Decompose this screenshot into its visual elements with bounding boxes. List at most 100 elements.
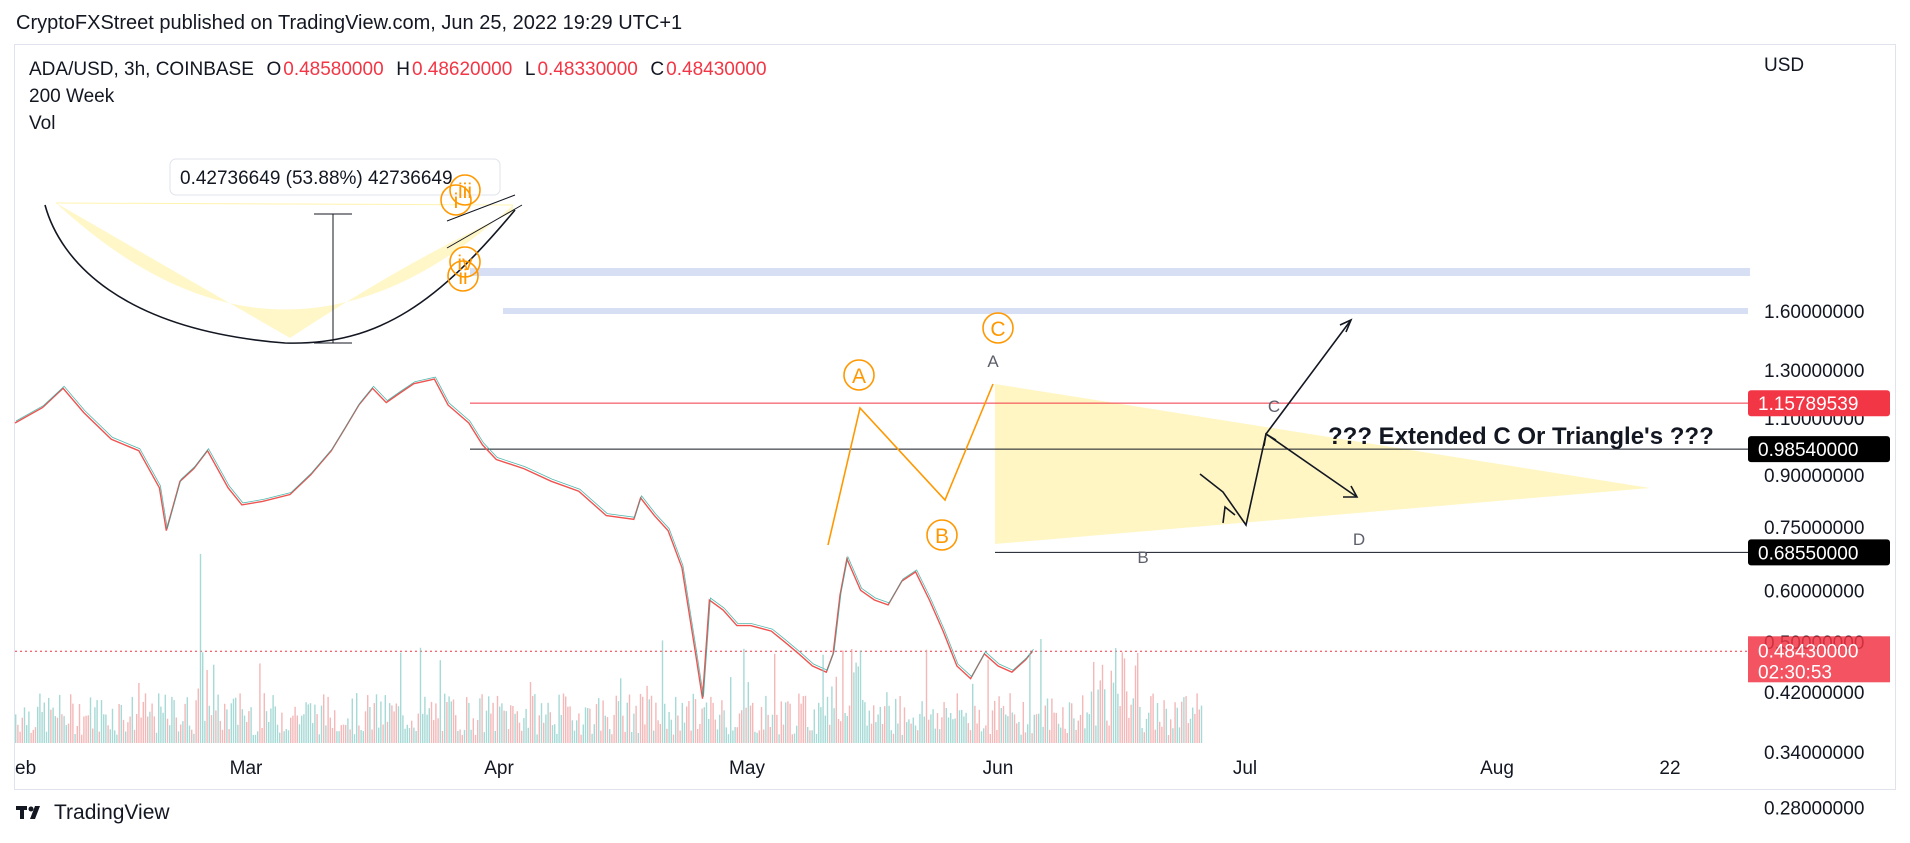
volume-bar xyxy=(424,696,426,743)
volume-bar xyxy=(1011,712,1013,743)
volume-bar xyxy=(281,712,283,743)
volume-bar xyxy=(375,694,378,743)
volume-bar xyxy=(943,702,945,743)
volume-bar xyxy=(1200,705,1203,743)
volume-bar xyxy=(624,731,626,743)
volume-bar xyxy=(910,723,912,743)
volume-bar xyxy=(1154,729,1156,743)
volume-bar xyxy=(875,722,877,743)
legend-indicator-ma[interactable]: 200 Week xyxy=(29,86,115,107)
volume-bar xyxy=(1082,695,1084,743)
wave-label-circle xyxy=(843,359,875,391)
volume-bar xyxy=(422,713,424,743)
volume-bar xyxy=(923,716,925,743)
volume-bar xyxy=(928,719,930,743)
volume-bar xyxy=(468,702,470,743)
volume-bar xyxy=(1137,652,1139,743)
volume-bar xyxy=(551,725,554,743)
volume-bar xyxy=(769,727,771,743)
wave-label: ii xyxy=(458,266,467,289)
volume-bar xyxy=(470,729,472,743)
volume-bar xyxy=(675,696,677,743)
volume-bar xyxy=(727,734,730,743)
volume-bar xyxy=(1145,718,1148,743)
volume-bar xyxy=(76,726,78,743)
volume-bar xyxy=(820,707,822,743)
y-tick-label: 1.60000000 xyxy=(1764,302,1864,323)
volume-bar xyxy=(340,725,342,743)
volume-bar xyxy=(457,731,459,743)
volume-bar xyxy=(1033,714,1035,743)
volume-bar xyxy=(921,701,923,743)
legend-indicator-vol[interactable]: Vol xyxy=(29,113,56,134)
volume-bar xyxy=(320,705,323,743)
volume-bar xyxy=(934,728,936,743)
volume-bar xyxy=(613,714,615,743)
volume-bar xyxy=(1130,704,1132,743)
volume-bar xyxy=(932,709,934,743)
volume-bar xyxy=(939,729,941,743)
volume-bar xyxy=(428,708,430,743)
x-tick-label: Apr xyxy=(484,758,514,779)
volume-bar xyxy=(967,723,969,743)
last-price-value: 0.48430000 xyxy=(1758,641,1858,662)
volume-bar xyxy=(791,734,793,743)
volume-bar xyxy=(1099,680,1101,743)
volume-bar xyxy=(1073,718,1075,743)
volume-bar xyxy=(373,703,375,743)
volume-bar xyxy=(963,716,965,743)
legend-symbol[interactable]: ADA/USD, 3h, COINBASE xyxy=(29,59,254,80)
volume-bar xyxy=(683,722,686,743)
volume-bar xyxy=(1077,720,1079,743)
volume-bar xyxy=(404,728,406,743)
volume-bar xyxy=(276,724,279,743)
volume-bar xyxy=(622,715,624,743)
volume-bar xyxy=(518,722,521,743)
volume-bar xyxy=(679,730,681,743)
volume-bar xyxy=(813,709,815,743)
volume-bar xyxy=(947,717,950,743)
volume-bar xyxy=(85,715,87,743)
volume-bar xyxy=(672,734,675,743)
price-series xyxy=(14,378,1034,699)
volume-bar xyxy=(1196,693,1198,743)
volume-bar xyxy=(725,727,727,743)
footer-branding[interactable]: TradingView xyxy=(16,800,170,826)
volume-bar xyxy=(1163,700,1165,743)
volume-bar xyxy=(199,553,202,743)
volume-bar xyxy=(595,704,598,743)
volume-bar xyxy=(1051,698,1053,743)
volume-bar xyxy=(298,724,301,743)
volume-bar xyxy=(56,717,59,743)
volume-bar xyxy=(1024,732,1027,743)
volume-bar xyxy=(452,699,455,743)
volume-bar xyxy=(496,695,499,743)
blue-zone-1 xyxy=(470,268,1750,276)
volume-bar xyxy=(290,717,292,743)
volume-bar xyxy=(334,710,336,743)
price-tag-value: 1.15789539 xyxy=(1758,394,1858,415)
volume-bar xyxy=(602,700,604,743)
volume-bar xyxy=(765,695,767,743)
volume-bar xyxy=(1038,713,1040,743)
volume-bar xyxy=(92,728,94,743)
volume-bar xyxy=(866,725,868,743)
volume-bar xyxy=(862,700,864,743)
volume-bar xyxy=(1022,702,1024,743)
volume-bar xyxy=(1156,703,1159,743)
volume-bar xyxy=(994,700,996,743)
volume-bar xyxy=(466,697,468,743)
volume-bar xyxy=(283,731,285,743)
volume-bar xyxy=(1068,702,1071,743)
volume-bar xyxy=(21,717,23,743)
volume-bar xyxy=(903,707,906,743)
volume-bar xyxy=(743,648,745,743)
volume-bar xyxy=(782,724,785,743)
volume-bar xyxy=(331,727,334,743)
volume-bar xyxy=(996,730,998,743)
volume-bar xyxy=(587,708,589,743)
annotation-text: ??? Extended C Or Triangle's ??? xyxy=(1328,423,1714,450)
legend-low-label: L xyxy=(524,59,536,80)
y-tick-label: 0.75000000 xyxy=(1764,518,1864,539)
